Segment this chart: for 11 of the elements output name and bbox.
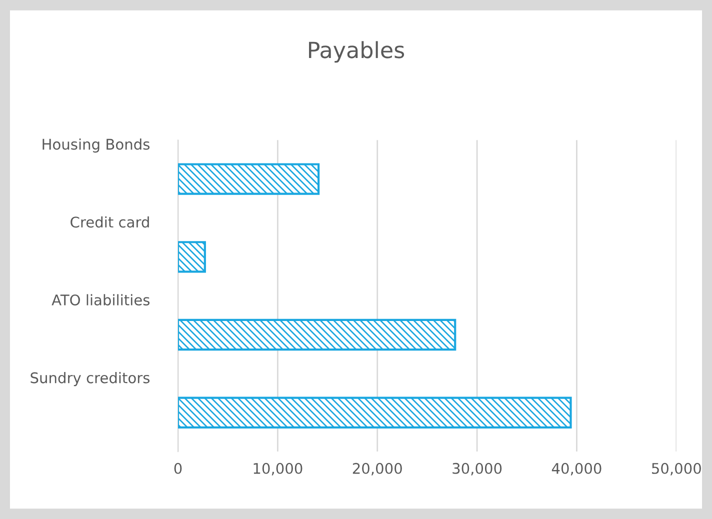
chart-title: Payables	[309, 41, 404, 63]
x-tick-label: 10,000	[254, 462, 302, 476]
x-tick-label: 20,000	[352, 462, 402, 476]
x-tick-label: 40,000	[552, 462, 602, 476]
y-tick-label: Credit card	[70, 216, 149, 228]
y-tick-label: Sundry creditors	[30, 372, 150, 386]
x-tick-label: 0	[174, 462, 182, 474]
x-tick-label: 50,000	[652, 462, 701, 476]
x-tick-label: 30,000	[452, 462, 502, 476]
y-tick-label: Housing Bonds	[42, 138, 150, 153]
y-tick-label: ATO liabilities	[52, 294, 150, 306]
